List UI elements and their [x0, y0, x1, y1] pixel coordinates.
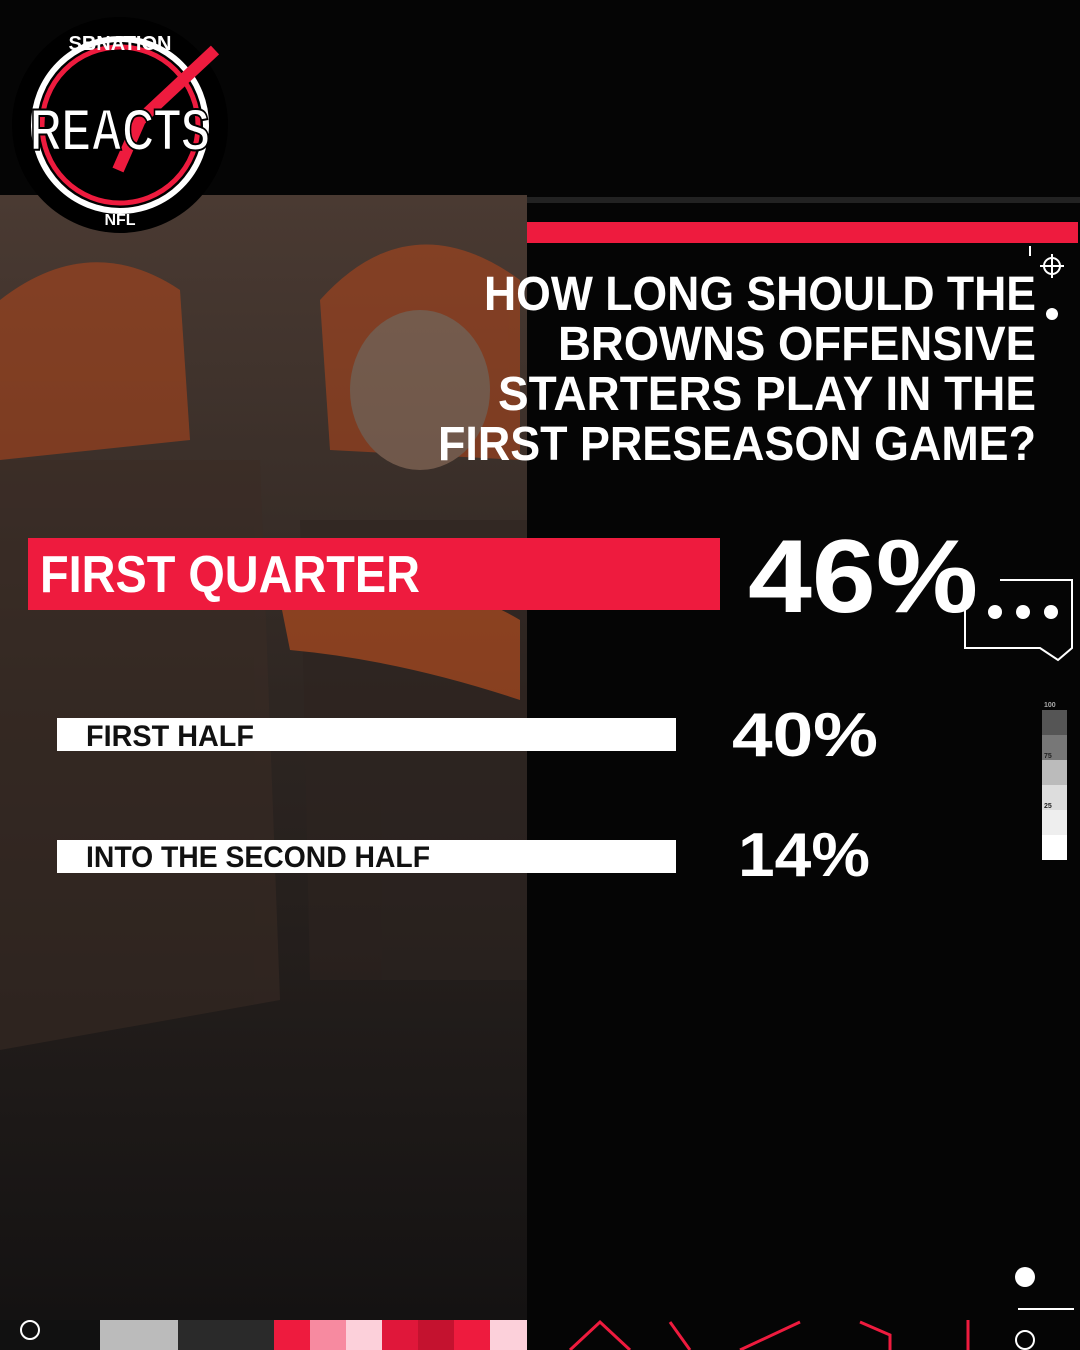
decor — [964, 246, 1073, 662]
decor — [1046, 308, 1058, 320]
logo-bottom: NFL — [104, 212, 135, 229]
gauge-label: 100 — [1044, 702, 1056, 709]
gauge-label: 75 — [1044, 753, 1052, 760]
option-percent: 40% — [732, 701, 878, 770]
option-percent: 14% — [738, 821, 870, 890]
option-label: FIRST QUARTER — [40, 546, 420, 604]
logo-top: SBNATION — [69, 33, 172, 55]
option-bar — [57, 718, 676, 751]
question: HOW LONG SHOULD THE BROWNS OFFENSIVE STA… — [438, 268, 1036, 471]
logo: SBNATION REACTS NFL — [12, 17, 228, 233]
option-label: INTO THE SECOND HALF — [86, 841, 430, 874]
question-line: FIRST PRESEASON GAME? — [438, 418, 1036, 471]
color-strip — [0, 1319, 1035, 1350]
logo-main: REACTS — [30, 98, 210, 163]
decor — [1015, 1267, 1035, 1287]
accent-bar — [527, 222, 1078, 243]
rule — [527, 197, 1080, 203]
question-line: BROWNS OFFENSIVE — [558, 318, 1036, 371]
question-line: HOW LONG SHOULD THE — [484, 268, 1036, 321]
option-bar — [28, 538, 720, 610]
ellipsis — [988, 605, 1058, 619]
question-line: STARTERS PLAY IN THE — [498, 368, 1036, 421]
gauge: 100 75 25 — [1042, 702, 1067, 860]
gauge-label: 25 — [1044, 803, 1052, 810]
option-percent: 46% — [748, 519, 978, 635]
option-label: FIRST HALF — [86, 720, 254, 753]
option-bar — [57, 840, 676, 873]
